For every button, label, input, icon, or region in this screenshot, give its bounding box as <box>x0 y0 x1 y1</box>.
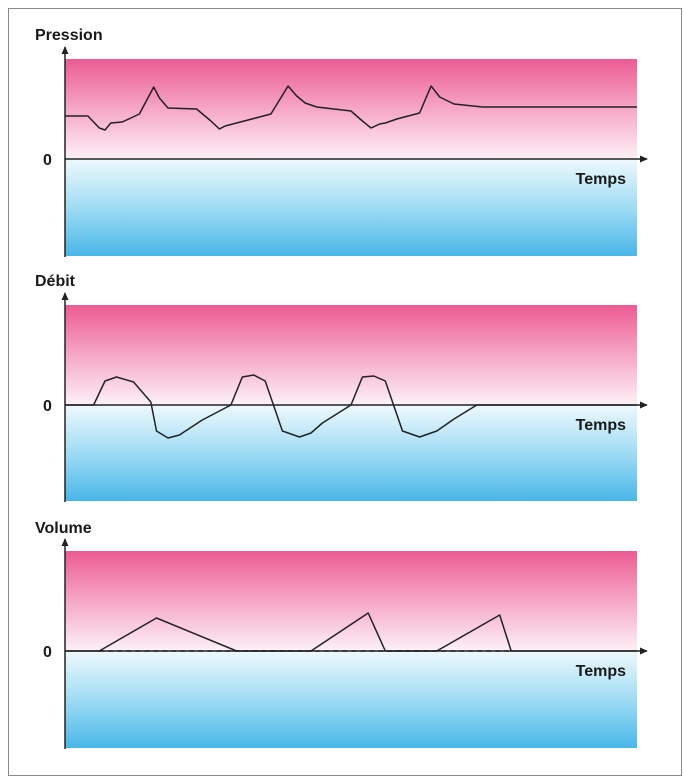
volume-zero-label: 0 <box>43 644 52 661</box>
debit-x-label: Temps <box>576 417 626 434</box>
pression-curve <box>65 85 637 131</box>
volume-title: Volume <box>35 520 92 537</box>
pression-x-label: Temps <box>576 171 626 188</box>
chart-figure: Pression 0 Temps Débit 0 Temps Volume 0 Temps <box>35 27 648 749</box>
debit-title: Débit <box>35 273 76 290</box>
volume-negative-band <box>65 651 637 748</box>
debit-zero-label: 0 <box>43 398 52 415</box>
pression-positive-band <box>65 59 637 159</box>
debit-curve <box>65 374 637 439</box>
volume-panel: Volume 0 Temps <box>35 520 648 749</box>
volume-x-label: Temps <box>576 663 626 680</box>
figure-frame: Pression 0 Temps Débit 0 Temps Volume 0 Temps <box>8 8 682 776</box>
pression-panel: Pression 0 Temps <box>35 27 648 257</box>
pression-negative-band <box>65 159 637 256</box>
pression-title: Pression <box>35 27 103 44</box>
pression-zero-label: 0 <box>43 152 52 169</box>
debit-positive-band <box>65 305 637 405</box>
debit-panel: Débit 0 Temps <box>35 273 648 502</box>
volume-positive-band <box>65 551 637 651</box>
debit-negative-band <box>65 405 637 501</box>
